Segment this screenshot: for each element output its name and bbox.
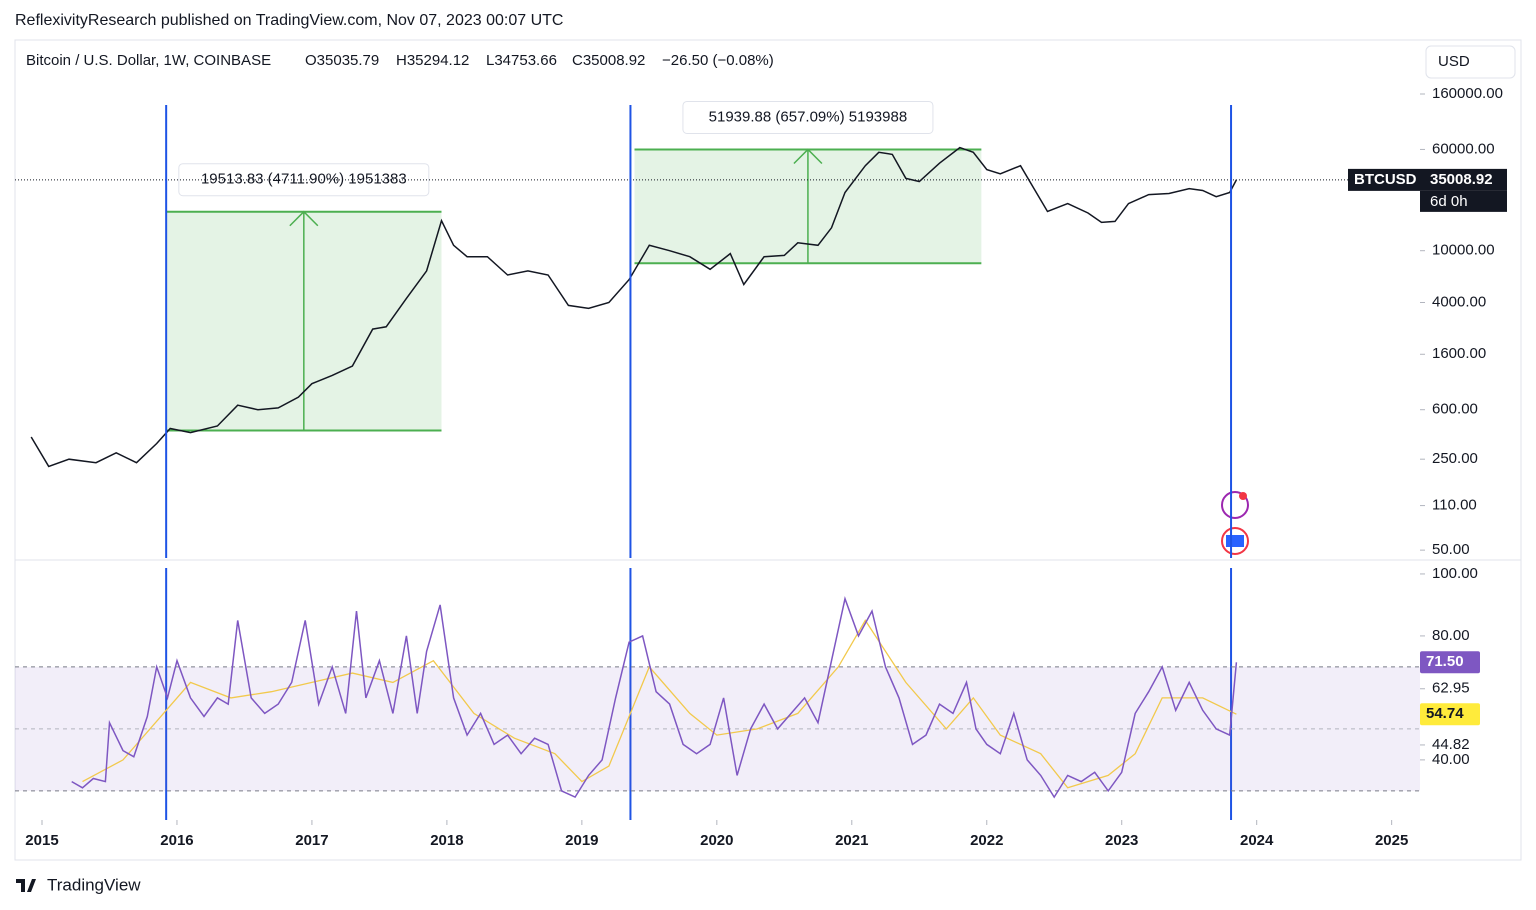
measure-label: 51939.88 (657.09%) 5193988	[709, 108, 908, 125]
countdown-box	[1420, 190, 1507, 212]
countdown: 6d 0h	[1430, 193, 1468, 210]
y-tick-label: 250.00	[1432, 450, 1478, 467]
measure-arrow	[289, 210, 319, 431]
x-tick-label: 2022	[970, 832, 1003, 849]
ohlc-change: −26.50 (−0.08%)	[662, 52, 774, 69]
x-tick-label: 2015	[25, 832, 58, 849]
flag	[1226, 535, 1244, 547]
x-tick-label: 2023	[1105, 832, 1138, 849]
ma-tag-box	[1420, 703, 1480, 726]
brand: TradingView	[47, 875, 141, 894]
symbol: Bitcoin / U.S. Dollar, 1W, COINBASE	[26, 52, 271, 69]
price-tag-value: 35008.92	[1430, 171, 1493, 188]
measure-label: 19513.83 (4711.90%) 1951383	[201, 171, 407, 188]
ma-tag: 54.74	[1426, 705, 1464, 722]
price-line	[30, 146, 1238, 468]
y-tick-label: 600.00	[1432, 401, 1478, 418]
x-tick-label: 2016	[160, 832, 193, 849]
event-dot	[1239, 492, 1247, 500]
rsi-line	[71, 596, 1238, 799]
y-tick-label: 1600.00	[1432, 345, 1486, 362]
rsi-tag: 71.50	[1426, 653, 1464, 670]
y-tick-label: 50.00	[1432, 541, 1470, 558]
publish-title: ReflexivityResearch published on Trading…	[15, 12, 563, 29]
ohlc-high: H35294.12	[396, 52, 469, 69]
y-tick-label: 40.00	[1432, 751, 1470, 768]
measure-label-box	[682, 100, 934, 134]
y-tick-label: 110.00	[1432, 497, 1477, 514]
y-tick-label: 60000.00	[1432, 140, 1495, 157]
y-tick-label: 80.00	[1432, 627, 1470, 644]
ohlc-low: L34753.66	[486, 52, 557, 69]
y-tick-label: 10000.00	[1432, 242, 1495, 259]
x-tick-label: 2024	[1240, 832, 1274, 849]
ohlc-close: C35008.92	[572, 52, 645, 69]
price-tag-name: BTCUSD	[1354, 171, 1417, 188]
ma-line	[82, 619, 1237, 789]
y-tick-label: 62.95	[1432, 680, 1470, 697]
x-tick-label: 2020	[700, 832, 733, 849]
y-tick-label: 4000.00	[1432, 293, 1486, 310]
rsi-tag-box	[1420, 651, 1480, 674]
x-tick-label: 2019	[565, 832, 598, 849]
x-tick-label: 2025	[1375, 832, 1408, 849]
price-tag-box	[1348, 168, 1507, 191]
frame	[14, 39, 1522, 861]
y-tick-label: 44.82	[1432, 736, 1470, 753]
y-tick-label: 160000.00	[1432, 85, 1503, 102]
x-tick-label: 2017	[295, 832, 328, 849]
currency[interactable]: USD	[1438, 53, 1470, 70]
currency-button[interactable]	[1425, 45, 1516, 79]
ohlc-open: O35035.79	[305, 52, 379, 69]
x-tick-label: 2021	[835, 832, 868, 849]
y-tick-label: 100.00	[1432, 565, 1478, 582]
logo	[16, 879, 36, 892]
x-tick-label: 2018	[430, 832, 463, 849]
